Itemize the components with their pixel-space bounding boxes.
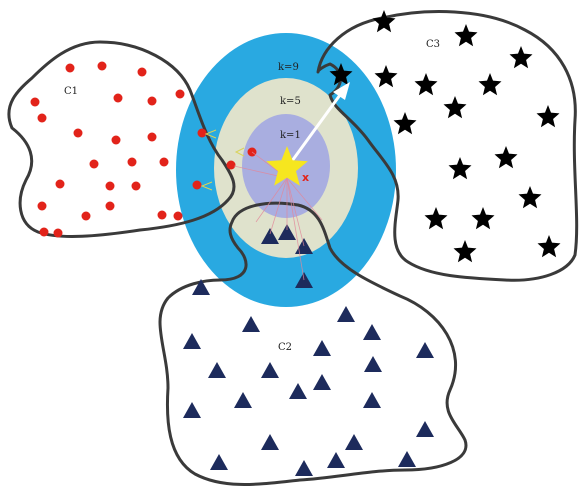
c1-point (175, 89, 185, 99)
c2-point (261, 228, 279, 244)
c1-point (197, 128, 207, 138)
c1-point (147, 96, 157, 106)
k1-label: k=1 (280, 130, 301, 141)
c2-points (183, 224, 434, 476)
c3-point (393, 112, 417, 135)
c1-point (89, 159, 99, 169)
c1-point (97, 61, 107, 71)
arrow-head (333, 82, 350, 100)
c3-point (454, 24, 478, 47)
c3-point (414, 73, 438, 96)
c2-boundary (158, 201, 468, 486)
c1-point (53, 228, 63, 238)
c1-point (105, 201, 115, 211)
c2-point (416, 421, 434, 437)
neighbour-link (269, 177, 288, 235)
c3-point (329, 63, 353, 86)
c1-point (137, 67, 147, 77)
neighbour-link (286, 177, 323, 221)
c2-point (363, 324, 381, 340)
query-label: x (302, 171, 309, 184)
c2-point (183, 333, 201, 349)
neighbour-markers (200, 129, 245, 191)
c1-point (111, 135, 121, 145)
c2-point (363, 392, 381, 408)
c2-point (192, 279, 210, 295)
c1-point (73, 128, 83, 138)
c2-point (289, 383, 307, 399)
assignment-arrow (282, 82, 350, 174)
c1-point (127, 157, 137, 167)
c3-label: C3 (426, 39, 440, 50)
c1-point (55, 179, 65, 189)
c1-point (131, 181, 141, 191)
c1-point (81, 211, 91, 221)
c2-point (261, 434, 279, 450)
c1-point (157, 210, 167, 220)
c2-point (313, 374, 331, 390)
c2-point (261, 362, 279, 378)
c1-point (147, 132, 157, 142)
c3-point (471, 207, 495, 230)
query-star (266, 146, 308, 186)
c3-point (372, 10, 396, 33)
c1-points (30, 61, 257, 238)
c1-point (113, 93, 123, 103)
neighbour-marker (200, 181, 213, 191)
arrow-shaft (282, 93, 342, 174)
c2-point (313, 340, 331, 356)
c3-point (443, 96, 467, 119)
c1-point (37, 201, 47, 211)
c1-point (159, 157, 169, 167)
k5-label: k=5 (280, 96, 301, 107)
c1-point (39, 227, 49, 237)
c2-label: C2 (278, 342, 292, 353)
c3-boundary (316, 10, 579, 282)
c2-point (327, 452, 345, 468)
c2-point (208, 362, 226, 378)
c3-point (536, 105, 560, 128)
c3-point (494, 146, 518, 169)
c2-point (242, 316, 260, 332)
c3-point (509, 46, 533, 69)
c1-point (65, 63, 75, 73)
c1-point (192, 180, 202, 190)
k9-label: k=9 (278, 62, 299, 73)
neighbour-marker (234, 147, 245, 157)
c1-point (226, 160, 236, 170)
c1-point (105, 181, 115, 191)
c1-point (173, 211, 183, 221)
neighbour-link (286, 177, 305, 281)
c2-point (416, 342, 434, 358)
c3-point (448, 157, 472, 180)
c3-point (537, 235, 561, 258)
c1-boundary (7, 40, 236, 238)
c3-point (453, 240, 477, 263)
c1-point (30, 97, 40, 107)
neighbour-link (286, 177, 305, 247)
c2-point (183, 402, 201, 418)
c3-point (518, 186, 542, 209)
neighbour-marker (204, 129, 217, 139)
c1-point (37, 113, 47, 123)
c2-point (234, 392, 252, 408)
c2-point (295, 460, 313, 476)
c2-point (364, 356, 382, 372)
c2-point (210, 454, 228, 470)
c3-point (478, 73, 502, 96)
c3-point (424, 207, 448, 230)
neighbour-link (255, 177, 288, 223)
c2-point (337, 306, 355, 322)
c3-points (329, 10, 561, 263)
c2-point (278, 224, 296, 240)
c1-label: C1 (64, 86, 78, 97)
c2-point (345, 434, 363, 450)
c2-point (398, 451, 416, 467)
c3-point (374, 65, 398, 88)
